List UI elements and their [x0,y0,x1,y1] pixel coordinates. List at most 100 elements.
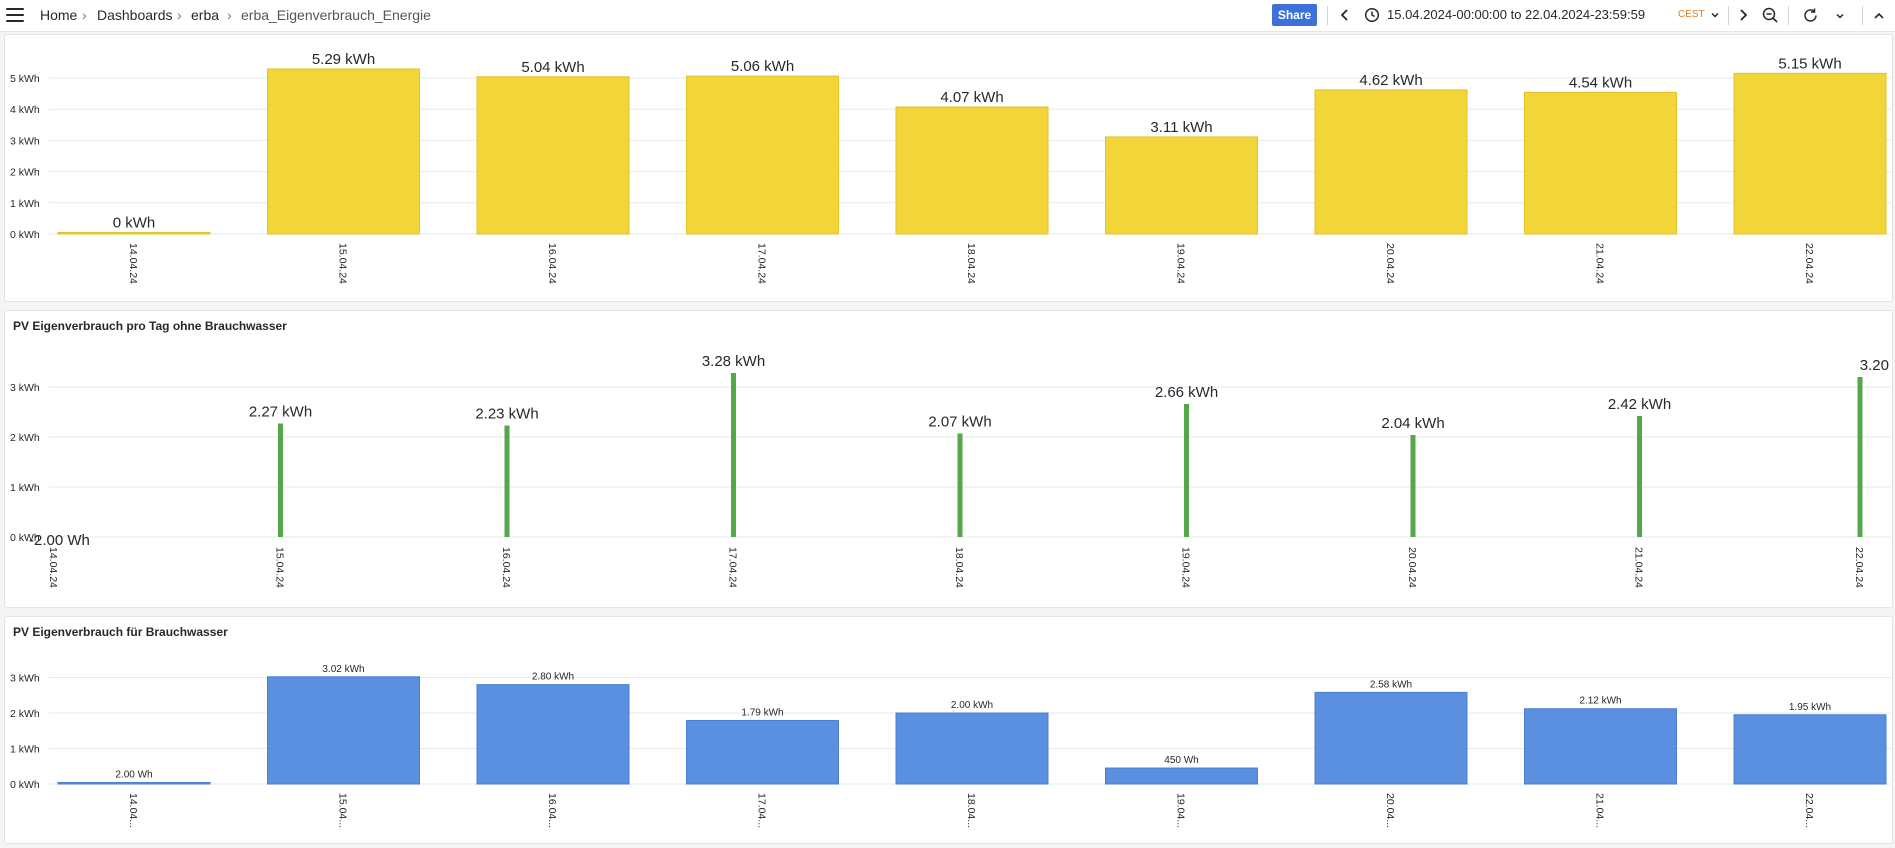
bar-value-label: 2.00 Wh [115,770,152,781]
bar [895,712,1049,785]
x-tick-label: 16.04.24 [500,547,512,588]
bar [686,719,839,785]
bar [1733,714,1887,785]
bar-value-label: 4.54 kWh [1569,74,1632,91]
x-tick-label: 15.04.24 [274,547,286,588]
bar [267,676,420,785]
x-tick-label: 21.04.24 [1633,547,1645,588]
bar-value-label: 3.02 kWh [322,664,364,675]
y-tick-label: 3 kWh [10,135,40,147]
top-navbar: Home › Dashboards › erba › erba_Eigenver… [0,0,1895,32]
bar [57,782,211,785]
bar-value-label: 1.95 kWh [1789,702,1831,713]
bar-value-label: 2.12 kWh [1579,696,1621,707]
y-tick-label: 5 kWh [10,73,40,85]
bar-value-label: 1.79 kWh [741,707,783,718]
toolbar-divider [1862,6,1863,25]
y-tick-label: 0 kWh [10,532,40,544]
refresh-interval-chevron-icon[interactable] [1834,9,1846,27]
refresh-icon[interactable] [1802,7,1819,29]
bar-value-label: 3.11 kWh [1150,119,1212,136]
chevron-left-icon[interactable] [1338,8,1352,27]
bar [1105,767,1258,785]
bar [1184,404,1189,537]
y-tick-label: 2 kWh [10,708,40,720]
time-range-picker[interactable]: 15.04.2024-00:00:00 to 22.04.2024-23:59:… [1387,7,1646,22]
bar [267,68,420,235]
toolbar-divider [1788,6,1789,25]
y-tick-label: 3 kWh [10,673,40,685]
bar-value-label: 5.06 kWh [731,58,794,75]
y-tick-label: 2 kWh [10,432,40,444]
zoom-out-icon[interactable] [1762,7,1779,29]
bar [895,106,1049,235]
x-tick-label: 20.04... [1384,793,1396,828]
breadcrumb-dashboards[interactable]: Dashboards [97,7,173,23]
breadcrumb-erba[interactable]: erba [191,7,220,23]
x-tick-label: 18.04... [965,793,977,828]
panel-pv-brauchwasser: PV Eigenverbrauch für Brauchwasser 0 kWh… [4,616,1893,844]
y-tick-label: 1 kWh [10,482,40,494]
x-tick-label: 18.04.24 [965,243,977,284]
bar-value-label: 3.20 [1860,357,1889,374]
x-tick-label: 15.04.24 [337,243,349,284]
breadcrumb-separator: › [177,7,182,23]
x-tick-label: 22.04.24 [1803,243,1815,284]
y-tick-label: 0 kWh [10,229,40,241]
bar [1105,136,1258,235]
panel-pv-ohne-brauchwasser: PV Eigenverbrauch pro Tag ohne Brauchwas… [4,310,1893,608]
bar-value-label: 2.07 kWh [928,414,991,431]
bar-value-label: 2.00 kWh [951,700,993,711]
bar [1524,708,1677,785]
toolbar-divider [1327,6,1328,25]
bar [1733,72,1887,235]
menu-icon[interactable] [6,8,24,22]
x-tick-label: 18.04.24 [953,547,965,588]
bar-value-label: 2.58 kWh [1370,679,1412,690]
chevron-right-icon[interactable] [1736,8,1750,27]
pv-brauchwasser-chart: 0 kWh 1 kWh 2 kWh 3 kWh 2.00 Wh 14.04... 3.02 … [10,664,1891,828]
clock-icon[interactable] [1364,7,1380,28]
x-tick-label: 20.04.24 [1384,243,1396,284]
bar [1314,691,1468,785]
x-tick-label: 22.04.24 [1853,547,1865,588]
x-tick-label: 17.04.24 [756,243,768,284]
bar-value-label: 0 kWh [113,215,156,232]
panel-eigenverbrauch-energie: 0 kWh 1 kWh 2 kWh 3 kWh 4 kWh 5 kWh 0 kWh 14.04… [4,34,1893,302]
bar [1637,416,1642,537]
bar-value-label: 4.62 kWh [1359,72,1422,89]
bar-value-label: -2.00 Wh [29,532,90,549]
bar-value-label: 2.04 kWh [1381,415,1444,432]
bar-value-label: 4.07 kWh [940,89,1003,106]
eigenverbrauch-bar-chart: 0 kWh 1 kWh 2 kWh 3 kWh 4 kWh 5 kWh 0 kWh 14.04… [10,51,1891,284]
x-tick-label: 21.04... [1594,793,1606,828]
bar-value-label: 5.04 kWh [521,59,584,76]
bar-value-label: 2.66 kWh [1155,384,1218,401]
x-tick-label: 14.04.24 [127,243,139,284]
x-tick-label: 22.04... [1803,793,1815,828]
breadcrumb-home[interactable]: Home [40,7,78,23]
bar [957,433,963,537]
collapse-icon[interactable] [1872,9,1886,27]
bar-value-label: 3.28 kWh [702,353,765,370]
x-tick-label: 14.04... [127,793,139,828]
breadcrumb-separator: › [227,7,232,23]
y-tick-label: 3 kWh [10,382,40,394]
chevron-down-icon[interactable] [1709,8,1721,26]
share-button[interactable]: Share [1272,4,1317,26]
x-tick-label: 21.04.24 [1594,243,1606,284]
x-tick-label: 19.04.24 [1175,243,1187,284]
bar [278,423,283,537]
bar [1857,377,1863,537]
bar [57,232,211,235]
timezone-badge[interactable]: CEST [1678,9,1705,20]
x-tick-label: 20.04.24 [1406,547,1418,588]
bar [731,373,736,537]
y-tick-label: 1 kWh [10,744,40,756]
bar-value-label: 5.15 kWh [1778,55,1841,72]
y-tick-label: 4 kWh [10,104,40,116]
x-tick-label: 17.04... [756,793,768,828]
x-tick-label: 19.04.24 [1180,547,1192,588]
bar-value-label: 450 Wh [1164,755,1198,766]
